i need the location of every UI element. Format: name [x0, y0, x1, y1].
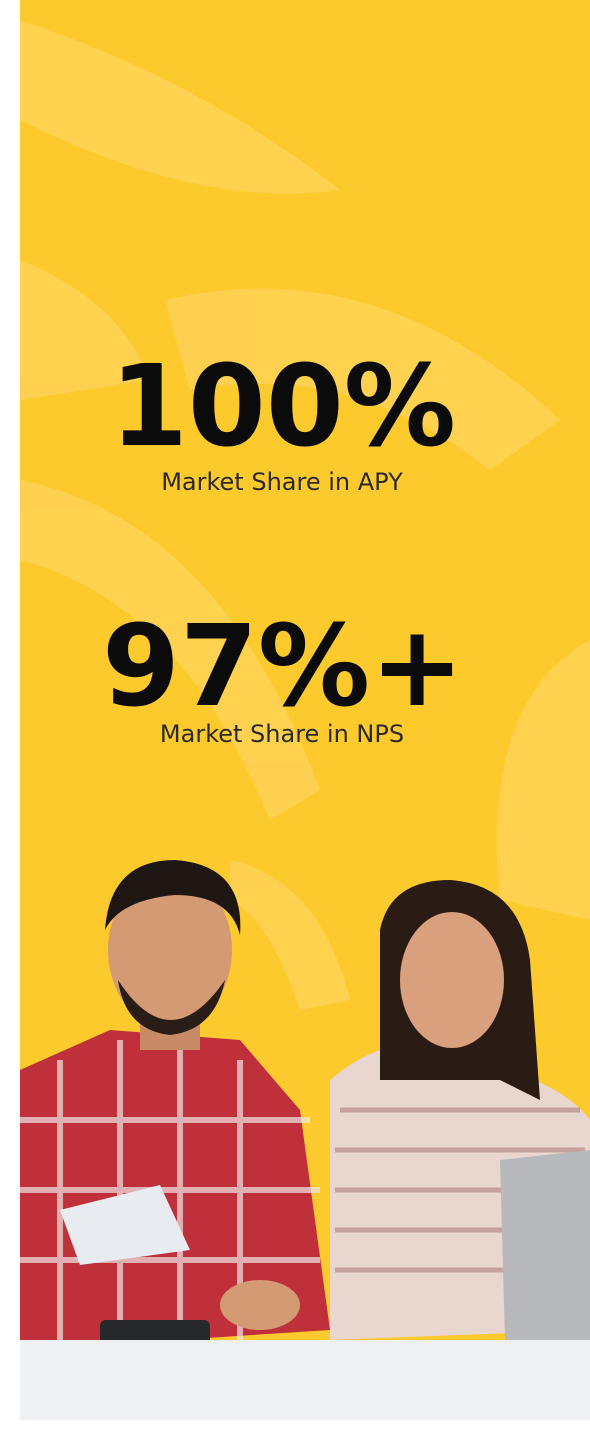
page: 100% Market Share in APY 97%+ Market Sha… — [0, 0, 590, 1440]
stat-value: 100% — [110, 342, 456, 472]
stat-value: 97%+ — [102, 602, 464, 732]
stat-label: Market Share in NPS — [160, 720, 404, 748]
banner: 100% Market Share in APY 97%+ Market Sha… — [0, 0, 590, 1440]
stat-label: Market Share in APY — [161, 468, 403, 496]
